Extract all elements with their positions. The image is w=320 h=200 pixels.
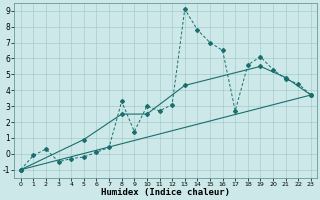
X-axis label: Humidex (Indice chaleur): Humidex (Indice chaleur)	[101, 188, 230, 197]
